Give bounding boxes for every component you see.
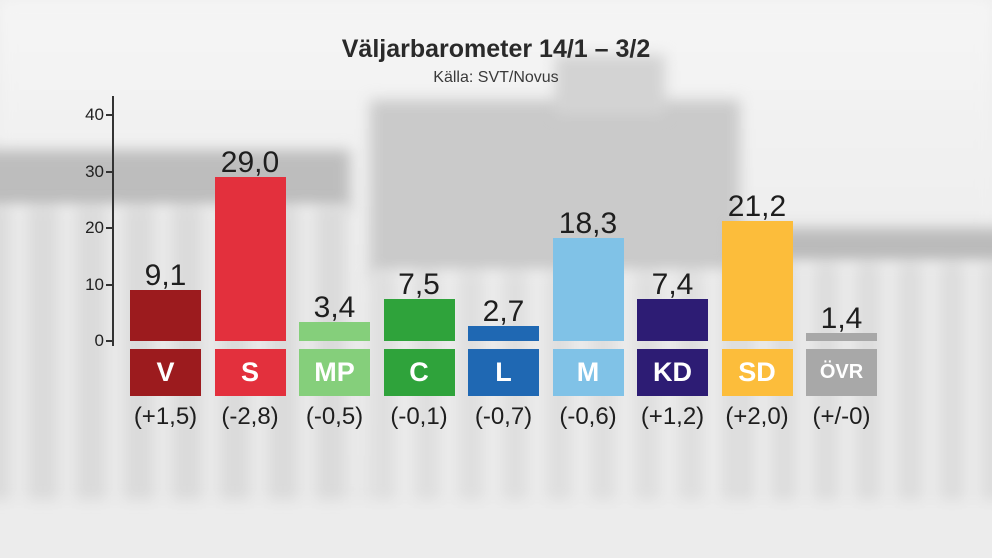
change-label-c: (-0,1) — [390, 403, 448, 430]
party-label-s: S — [214, 349, 286, 396]
change-label-sd: (+2,0) — [725, 403, 789, 430]
y-tick-label: 30 — [85, 161, 104, 181]
bar-s — [214, 177, 286, 341]
bar-v — [130, 289, 201, 341]
party-label-m: M — [552, 349, 624, 396]
y-tick-label: 10 — [85, 274, 104, 294]
y-axis-line — [112, 96, 114, 346]
y-tick-label: 40 — [85, 105, 104, 124]
y-tick-label: 0 — [94, 331, 104, 350]
value-label-l: 2,7 — [482, 294, 525, 328]
bar-m — [552, 237, 624, 341]
bar-c — [383, 298, 455, 341]
value-label-kd: 7,4 — [651, 268, 694, 302]
party-label-kd: KD — [637, 349, 708, 396]
value-label-m: 18,3 — [558, 206, 618, 240]
y-tick-mark — [106, 340, 113, 342]
bar-ovr — [806, 333, 877, 341]
change-label-l: (-0,7) — [474, 403, 533, 430]
background-building-tower — [555, 55, 665, 115]
party-label-c: C — [383, 349, 455, 396]
change-label-s: (-2,8) — [221, 403, 279, 430]
change-label-mp: (-0,5) — [305, 403, 364, 430]
value-label-sd: 21,2 — [727, 190, 787, 224]
party-label-l: L — [468, 349, 539, 396]
y-tick-label: 20 — [85, 218, 104, 237]
party-label-ovr: ÖVR — [806, 349, 877, 396]
y-tick-mark — [106, 170, 113, 173]
value-label-mp: 3,4 — [313, 290, 356, 324]
party-label-mp: MP — [299, 349, 370, 396]
party-label-v: V — [130, 349, 201, 396]
change-label-ovr: (+/-0) — [812, 403, 871, 430]
value-label-s: 29,0 — [220, 146, 280, 180]
bar-kd — [637, 299, 708, 341]
background-building-roof — [0, 150, 350, 210]
change-label-kd: (+1,2) — [640, 403, 705, 430]
party-label-sd: SD — [721, 349, 793, 396]
change-label-v: (+1,5) — [133, 403, 198, 430]
bar-mp — [299, 321, 370, 341]
bar-sd — [721, 221, 793, 341]
value-label-ovr: 1,4 — [820, 302, 863, 336]
chart-title: Väljarbarometer 14/1 – 3/2 — [341, 35, 651, 63]
background-ground — [0, 500, 992, 558]
value-label-c: 7,5 — [398, 267, 440, 301]
y-tick-mark — [106, 227, 113, 229]
value-label-v: 9,1 — [144, 258, 187, 292]
bar-l — [468, 325, 539, 341]
change-label-m: (-0,6) — [559, 403, 617, 430]
y-tick-mark — [106, 283, 113, 286]
chart-subtitle: Källa: SVT/Novus — [433, 69, 559, 86]
y-tick-mark — [106, 114, 113, 116]
